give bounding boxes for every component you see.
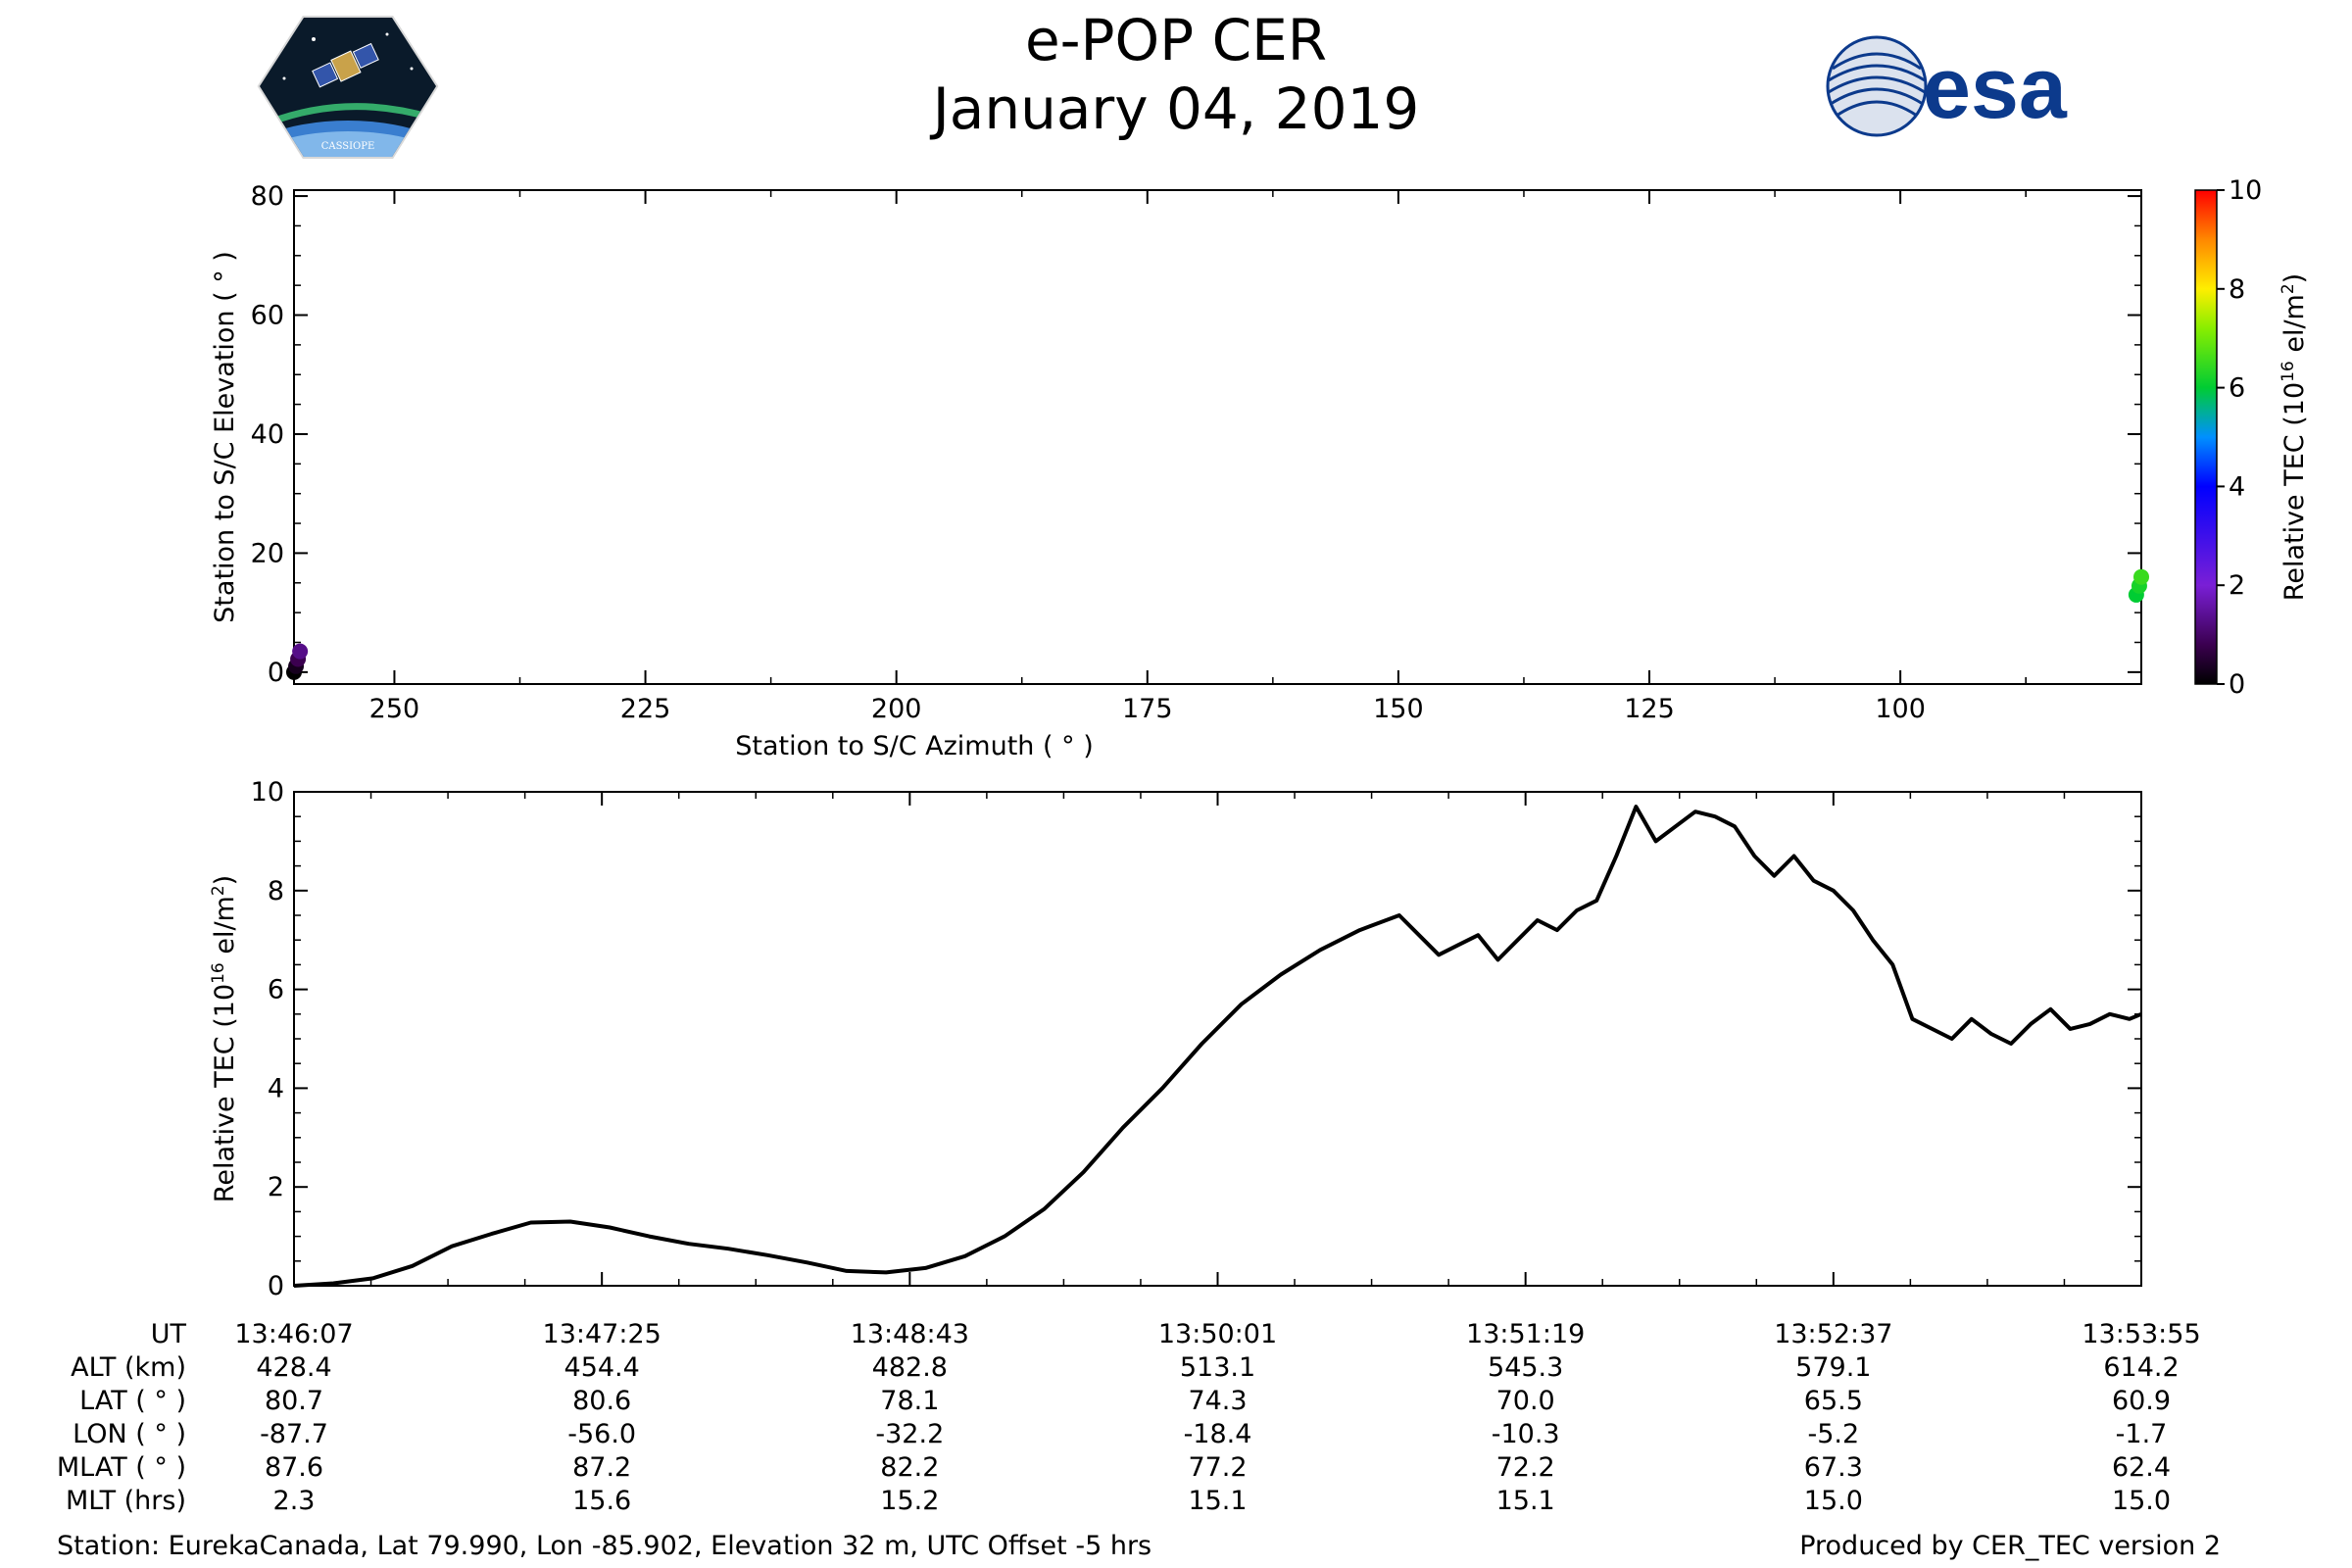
ephemeris-row-label: LAT ( ° )	[79, 1386, 186, 1416]
colorbar-tick-label: 2	[2229, 570, 2245, 601]
top-xtick-label: 200	[871, 694, 922, 724]
ephemeris-value: 13:50:01	[1158, 1319, 1277, 1349]
bottom-plot-frame	[293, 791, 2142, 1287]
ephemeris-value: 62.4	[2112, 1452, 2171, 1483]
ephemeris-value: 15.0	[1804, 1486, 1863, 1516]
ephemeris-table: UT 13:46:07 13:47:25 13:48:43 13:50:01 13:51:…	[57, 1319, 2201, 1516]
top-ytick-label: 0	[268, 658, 284, 688]
top-xlabel: Station to S/C Azimuth ( ° )	[735, 731, 1094, 761]
ephemeris-row-label: LON ( ° )	[73, 1419, 186, 1449]
producer-info: Produced by CER_TEC version 2	[1799, 1531, 2221, 1561]
top-xtick-label: 250	[369, 694, 420, 724]
ephemeris-row-label: UT	[151, 1319, 187, 1349]
ephemeris-value: -1.7	[2116, 1419, 2168, 1449]
bottom-ytick-label: 0	[268, 1271, 284, 1301]
ephemeris-value: 614.2	[2103, 1352, 2179, 1383]
chart-title: e-POP CER	[1024, 7, 1328, 74]
top-xtick-label: 150	[1373, 694, 1424, 724]
ephemeris-value: 13:46:07	[234, 1319, 353, 1349]
ephemeris-value: 2.3	[273, 1486, 316, 1516]
ephemeris-value: 15.1	[1496, 1486, 1555, 1516]
ephemeris-value: 87.6	[265, 1452, 323, 1483]
ephemeris-value: 74.3	[1188, 1386, 1247, 1416]
ephemeris-row-label: ALT (km)	[71, 1352, 186, 1383]
ephemeris-value: 72.2	[1496, 1452, 1555, 1483]
ephemeris-value: -56.0	[567, 1419, 636, 1449]
bottom-ytick-label: 2	[268, 1172, 284, 1202]
ephemeris-value: 78.1	[880, 1386, 939, 1416]
ephemeris-value: 80.7	[265, 1386, 323, 1416]
top-ytick-label: 60	[251, 301, 284, 331]
ephemeris-value: 13:47:25	[543, 1319, 662, 1349]
ephemeris-value: 13:52:37	[1774, 1319, 1892, 1349]
ephemeris-value: 77.2	[1188, 1452, 1247, 1483]
ephemeris-value: -18.4	[1184, 1419, 1252, 1449]
ephemeris-value: 15.1	[1188, 1486, 1247, 1516]
top-ytick-label: 80	[251, 181, 284, 212]
ephemeris-value: 80.6	[572, 1386, 631, 1416]
ephemeris-value: 13:51:19	[1466, 1319, 1585, 1349]
station-info: Station: EurekaCanada, Lat 79.990, Lon -…	[57, 1531, 1152, 1561]
ephemeris-value: -5.2	[1807, 1419, 1859, 1449]
ephemeris-value: 428.4	[256, 1352, 331, 1383]
ephemeris-value: 67.3	[1804, 1452, 1863, 1483]
ephemeris-row-label: MLT (hrs)	[66, 1486, 186, 1516]
satellite-icon	[312, 42, 379, 88]
relative-tec-plot: 0 2 4 6 8 10 Relative TEC (1016 el/m2) UT 13:4…	[57, 777, 2201, 1516]
ephemeris-value: 13:53:55	[2082, 1319, 2200, 1349]
bottom-ytick-label: 6	[268, 975, 284, 1005]
ephemeris-value: 513.1	[1180, 1352, 1255, 1383]
ephemeris-value: 15.6	[572, 1486, 631, 1516]
esa-logo-text: esa	[1923, 39, 2068, 136]
cassiope-logo-text: CASSIOPE	[321, 141, 375, 152]
ephemeris-value: -87.7	[260, 1419, 328, 1449]
ephemeris-value: 15.0	[2112, 1486, 2171, 1516]
colorbar-gradient	[2194, 189, 2218, 685]
ephemeris-row-label: MLAT ( ° )	[57, 1452, 186, 1483]
top-xtick-label: 125	[1624, 694, 1675, 724]
colorbar-tick-label: 6	[2229, 373, 2245, 404]
ephemeris-value: 15.2	[880, 1486, 939, 1516]
ephemeris-value: 454.4	[564, 1352, 640, 1383]
top-xtick-label: 175	[1122, 694, 1173, 724]
esa-globe-icon	[1826, 35, 1928, 137]
ephemeris-value: 13:48:43	[851, 1319, 969, 1349]
track-point	[2133, 568, 2149, 585]
colorbar-tick-label: 8	[2229, 274, 2245, 305]
tec-series-line	[293, 805, 2142, 1288]
top-xtick-label: 100	[1875, 694, 1926, 724]
bottom-ytick-label: 8	[268, 876, 284, 906]
ephemeris-value: 482.8	[872, 1352, 948, 1383]
colorbar-label: Relative TEC (1016 el/m2)	[2278, 273, 2310, 601]
esa-logo: esa	[1826, 35, 2068, 137]
colorbar-tick-label: 10	[2229, 175, 2262, 206]
chart-date: January 04, 2019	[932, 75, 1420, 142]
ephemeris-value: 82.2	[880, 1452, 939, 1483]
ephemeris-value: 60.9	[2112, 1386, 2171, 1416]
top-ytick-label: 40	[251, 419, 284, 450]
ephemeris-value: 70.0	[1496, 1386, 1555, 1416]
colorbar-tick-label: 4	[2229, 471, 2245, 502]
track-point	[292, 643, 309, 660]
bottom-ylabel: Relative TEC (1016 el/m2)	[209, 875, 240, 1202]
ephemeris-value: 87.2	[572, 1452, 631, 1483]
bottom-ytick-label: 10	[251, 777, 284, 808]
ephemeris-value: 545.3	[1488, 1352, 1563, 1383]
ephemeris-value: -32.2	[875, 1419, 944, 1449]
top-ylabel: Station to S/C Elevation ( ° )	[210, 251, 240, 623]
ephemeris-value: 579.1	[1795, 1352, 1871, 1383]
azimuth-elevation-plot: 250 225 200 175 150 125 100 0 20 40 60 80 Station t…	[210, 181, 2149, 761]
colorbar: 0 2 4 6 8 10 Relative TEC (1016 el/m2)	[2194, 175, 2310, 700]
ephemeris-value: 65.5	[1804, 1386, 1863, 1416]
top-xtick-label: 225	[620, 694, 671, 724]
ephemeris-value: -10.3	[1492, 1419, 1560, 1449]
top-ytick-label: 20	[251, 538, 284, 568]
colorbar-tick-label: 0	[2229, 669, 2245, 700]
top-plot-frame	[293, 189, 2142, 685]
bottom-ytick-label: 4	[268, 1073, 284, 1103]
